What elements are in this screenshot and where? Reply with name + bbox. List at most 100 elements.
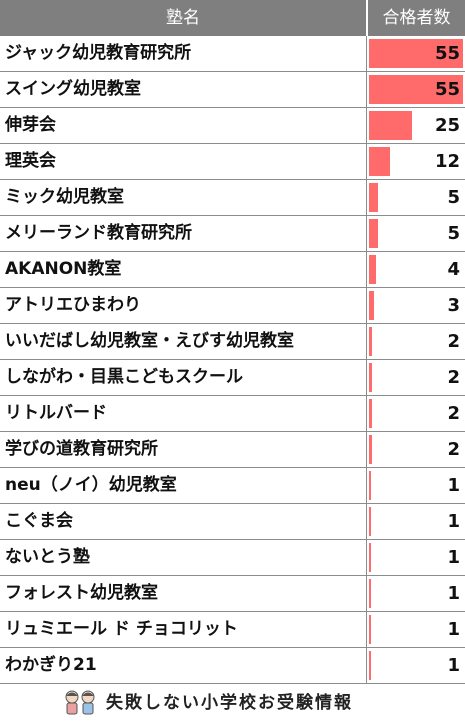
column-divider <box>366 648 367 684</box>
table-row: ミック幼児教室 5 <box>0 180 465 216</box>
column-divider <box>366 432 367 468</box>
data-bar <box>369 255 376 284</box>
school-name: メリーランド教育研究所 <box>5 223 192 243</box>
data-label: 2 <box>447 439 460 460</box>
data-bar <box>369 543 371 572</box>
column-divider <box>366 576 367 612</box>
data-bar <box>369 507 371 536</box>
column-divider <box>366 216 367 252</box>
column-divider <box>366 324 367 360</box>
table-row: リトルバード 2 <box>0 396 465 432</box>
column-divider <box>366 612 367 648</box>
column-divider <box>366 288 367 324</box>
column-divider <box>366 360 367 396</box>
data-bar <box>369 291 375 320</box>
school-name: 理英会 <box>5 151 56 171</box>
table-row: しながわ・目黒こどもスクール 2 <box>0 360 465 396</box>
table-row: いいだばし幼児教室・えびす幼児教室 2 <box>0 324 465 360</box>
count-cell: 12 <box>367 144 465 179</box>
column-divider <box>366 540 367 576</box>
count-cell: 1 <box>367 540 465 575</box>
count-cell: 1 <box>367 648 465 683</box>
column-divider <box>366 396 367 432</box>
column-divider <box>366 468 367 504</box>
table-row: メリーランド教育研究所 5 <box>0 216 465 252</box>
data-label: 1 <box>447 583 460 604</box>
table-row: ジャック幼児教育研究所 55 <box>0 36 465 72</box>
footer: 失敗しない小学校お受験情報 <box>0 686 465 721</box>
school-name: スイング幼児教室 <box>5 79 141 99</box>
data-label: 2 <box>447 403 460 424</box>
children-logo-icon <box>65 690 95 715</box>
count-cell: 55 <box>367 36 465 71</box>
school-name: こぐま会 <box>5 511 73 531</box>
column-divider <box>366 144 367 180</box>
data-bar <box>369 579 371 608</box>
table-row: スイング幼児教室 55 <box>0 72 465 108</box>
data-label: 55 <box>434 79 460 100</box>
school-name: わかぎり21 <box>5 655 97 675</box>
school-name: いいだばし幼児教室・えびす幼児教室 <box>5 331 294 351</box>
school-name: neu（ノイ）幼児教室 <box>5 475 177 495</box>
table-row: こぐま会 1 <box>0 504 465 540</box>
table-row: neu（ノイ）幼児教室 1 <box>0 468 465 504</box>
column-divider <box>366 252 367 288</box>
school-name: ミック幼児教室 <box>5 187 124 207</box>
data-label: 12 <box>434 151 460 172</box>
data-bar <box>369 75 463 104</box>
column-divider <box>366 504 367 540</box>
data-label: 1 <box>447 475 460 496</box>
data-bar <box>369 147 390 176</box>
count-cell: 1 <box>367 468 465 503</box>
count-cell: 1 <box>367 576 465 611</box>
school-name: フォレスト幼児教室 <box>5 583 158 603</box>
data-bar <box>369 39 463 68</box>
table-row: 学びの道教育研究所 2 <box>0 432 465 468</box>
table-row: わかぎり21 1 <box>0 648 465 684</box>
data-bar <box>369 327 373 356</box>
table-row: フォレスト幼児教室 1 <box>0 576 465 612</box>
school-name: リトルバード <box>5 403 107 423</box>
school-name: しながわ・目黒こどもスクール <box>5 367 243 387</box>
data-bar <box>369 399 373 428</box>
data-label: 1 <box>447 655 460 676</box>
data-label: 55 <box>434 43 460 64</box>
count-cell: 2 <box>367 360 465 395</box>
table-row: アトリエひまわり 3 <box>0 288 465 324</box>
count-cell: 1 <box>367 504 465 539</box>
data-bar <box>369 615 371 644</box>
count-cell: 4 <box>367 252 465 287</box>
data-label: 2 <box>447 367 460 388</box>
data-bar <box>369 111 412 140</box>
table-row: ないとう塾 1 <box>0 540 465 576</box>
table-row: AKANON教室 4 <box>0 252 465 288</box>
count-cell: 55 <box>367 72 465 107</box>
data-bar <box>369 651 371 680</box>
data-bar <box>369 183 378 212</box>
header-pass-count: 合格者数 <box>368 0 465 36</box>
column-divider <box>366 36 367 72</box>
data-label: 5 <box>447 187 460 208</box>
data-bar <box>369 219 378 248</box>
school-name: 学びの道教育研究所 <box>5 439 158 459</box>
count-cell: 2 <box>367 432 465 467</box>
data-label: 1 <box>447 619 460 640</box>
school-name: AKANON教室 <box>5 259 122 279</box>
count-cell: 5 <box>367 216 465 251</box>
data-bar <box>369 471 371 500</box>
count-cell: 1 <box>367 612 465 647</box>
school-name: アトリエひまわり <box>5 295 141 315</box>
table-row: リュミエール ド チョコリット 1 <box>0 612 465 648</box>
count-cell: 5 <box>367 180 465 215</box>
data-bar <box>369 363 373 392</box>
data-label: 1 <box>447 511 460 532</box>
table-header: 塾名 合格者数 <box>0 0 465 36</box>
footer-site-name: 失敗しない小学校お受験情報 <box>106 693 353 713</box>
count-cell: 3 <box>367 288 465 323</box>
header-school-name: 塾名 <box>0 0 366 36</box>
column-divider <box>366 108 367 144</box>
data-label: 5 <box>447 223 460 244</box>
school-name: 伸芽会 <box>5 115 56 135</box>
count-cell: 25 <box>367 108 465 143</box>
data-label: 1 <box>447 547 460 568</box>
